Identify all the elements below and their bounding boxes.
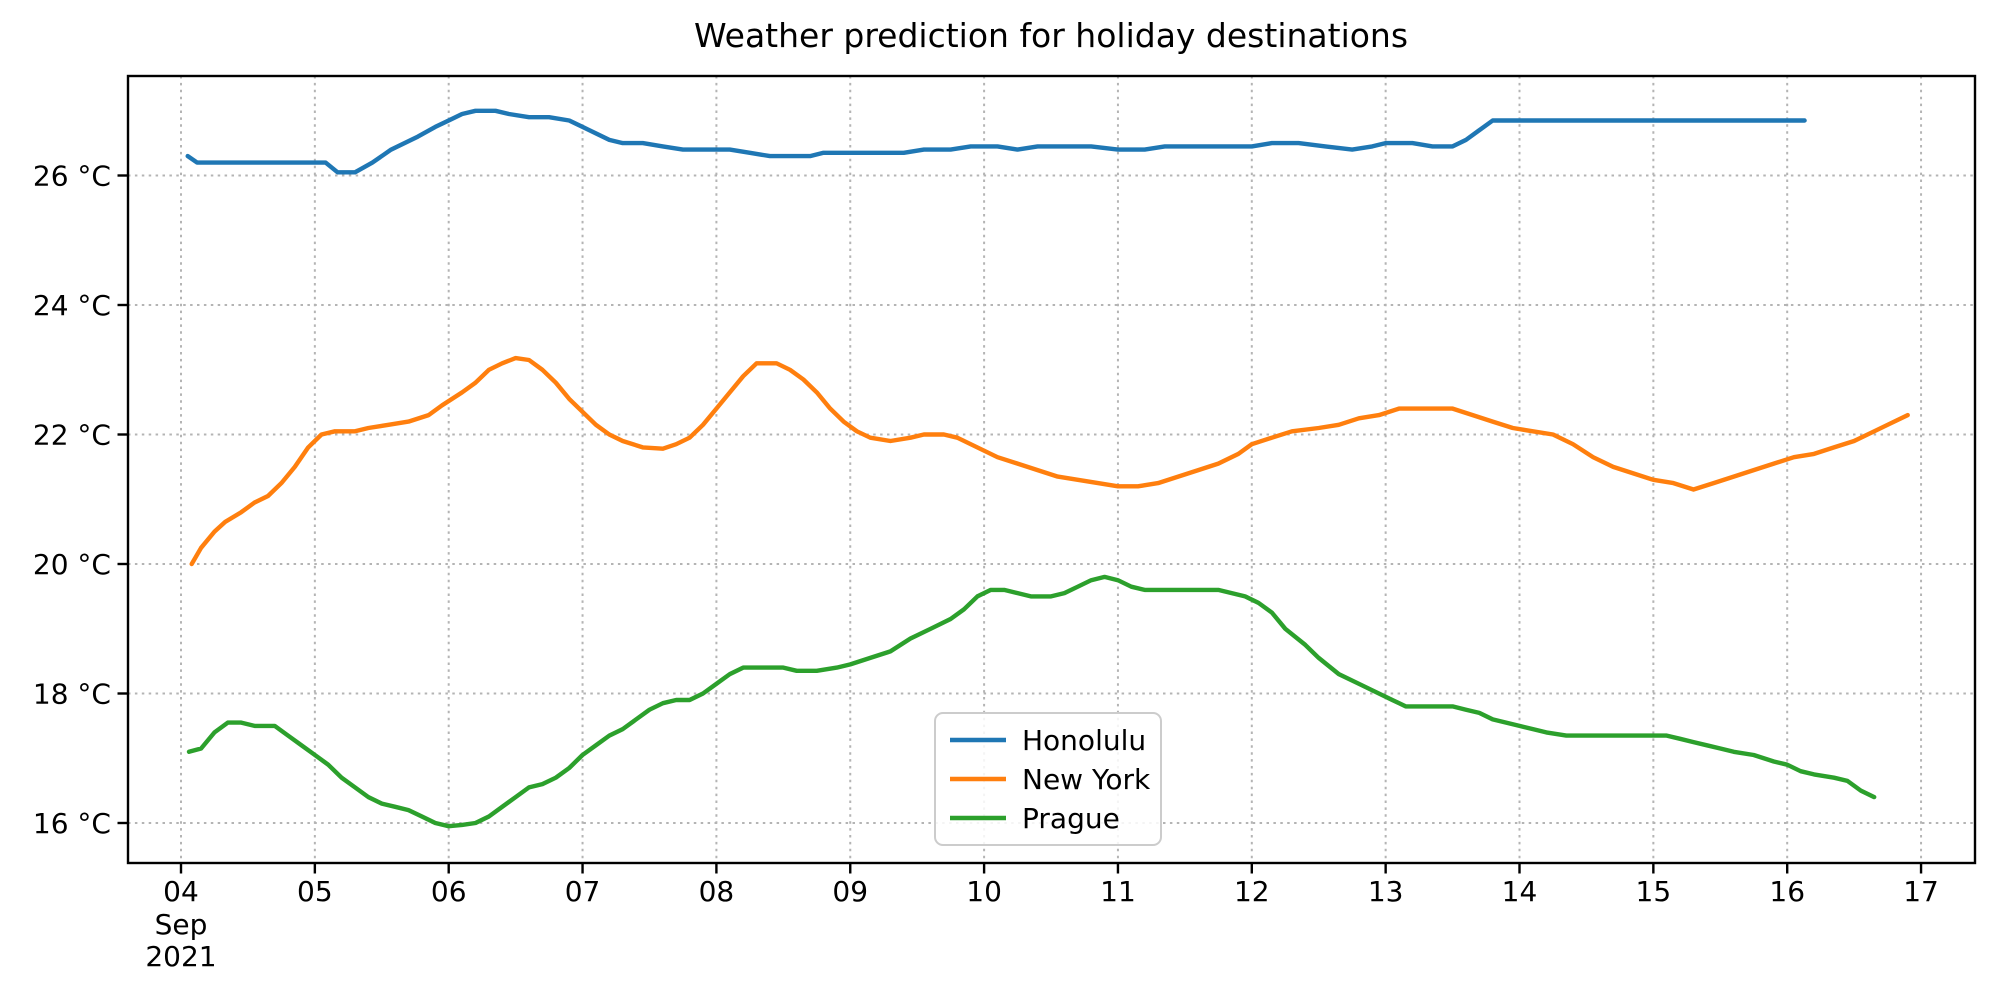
x-tick-label: 10 [966,875,1002,908]
x-tick-label: 08 [699,875,735,908]
legend-item-honolulu: Honolulu [950,724,1146,757]
series-lines [185,108,1910,829]
series-line-honolulu [185,108,1807,175]
legend-label-honolulu: Honolulu [1022,724,1146,757]
x-axis-month-label: Sep [155,908,208,941]
x-tick-label: 13 [1368,875,1404,908]
axis-tick-labels: 04 05 06 07 08 09 10 11 12 13 14 15 16 17 16 °C 18 °C 20… [33,160,1939,909]
plot-border [126,74,1977,865]
x-tick-label: 04 [163,875,199,908]
legend-box [934,712,1162,846]
series-line-new-york [189,355,1910,567]
x-tick-label: 06 [431,875,467,908]
legend-item-prague: Prague [950,802,1120,835]
y-tick-label: 24 °C [33,289,111,322]
chart-title: Weather prediction for holiday destinati… [694,16,1408,55]
legend-label-prague: Prague [1022,802,1120,835]
y-tick-label: 22 °C [33,419,111,452]
x-tick-label: 16 [1769,875,1805,908]
x-tick-label: 15 [1636,875,1672,908]
x-tick-label: 05 [297,875,333,908]
y-tick-label: 20 °C [33,548,111,581]
series-line-prague [186,574,1877,829]
x-tick-label: 09 [832,875,868,908]
y-tick-label: 26 °C [33,160,111,193]
x-tick-label: 11 [1100,875,1136,908]
x-tick-label: 07 [565,875,601,908]
x-tick-label: 14 [1502,875,1538,908]
y-tick-label: 18 °C [33,678,111,711]
axis-ticks [117,174,1923,874]
x-axis-year-label: 2021 [145,940,216,973]
legend-item-new-york: New York [950,763,1151,796]
x-tick-label: 12 [1234,875,1270,908]
legend: Honolulu New York Prague [934,712,1162,846]
gridlines [128,76,1975,863]
x-tick-label: 17 [1903,875,1939,908]
y-tick-label: 16 °C [33,807,111,840]
legend-label-new-york: New York [1022,763,1151,796]
